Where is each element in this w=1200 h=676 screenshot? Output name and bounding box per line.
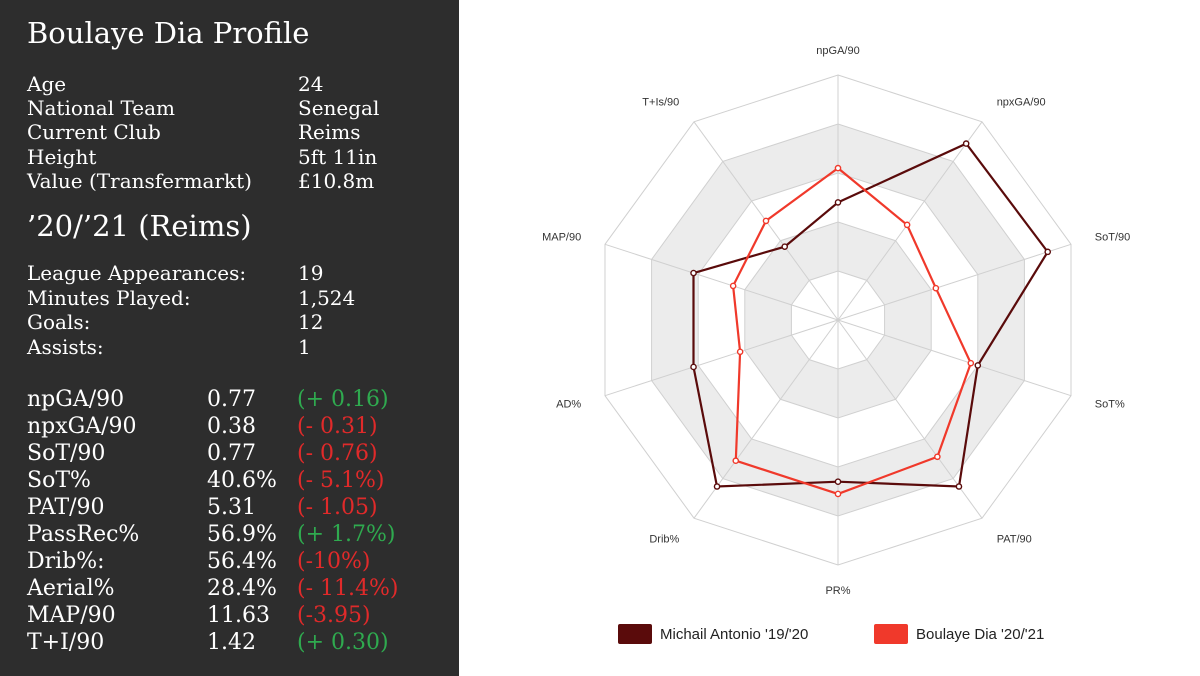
data-point: [690, 363, 697, 371]
stat-label: npxGA/90: [27, 414, 137, 439]
radar-chart: npGA/90 npxGA/90 SoT/90 SoT% PAT/90 PR% Drib% A…: [542, 45, 1130, 644]
stat-value: 28.4%: [207, 576, 277, 601]
data-point: [834, 478, 842, 486]
axis-label: MAP/90: [542, 232, 581, 244]
stat-diff: (+ 0.16): [297, 387, 389, 412]
data-point: [834, 199, 842, 206]
profile-title: Boulaye Dia Profile: [27, 16, 310, 50]
stat-diff: (- 1.05): [297, 495, 378, 520]
axis-label: Drib%: [649, 533, 679, 545]
info-label: Height: [27, 145, 97, 169]
data-point: [962, 140, 970, 147]
axis-label: SoT%: [1095, 398, 1125, 410]
stat-label: SoT%: [27, 468, 91, 493]
data-point: [736, 348, 744, 356]
legend-swatch: [618, 624, 652, 644]
stat-label: Drib%:: [27, 549, 105, 574]
data-point: [974, 362, 982, 369]
axis-label: AD%: [556, 398, 581, 410]
data-point: [934, 453, 941, 461]
legend-swatch: [874, 624, 908, 644]
stat-value: 5.31: [207, 495, 256, 520]
stat-value: 0.77: [207, 441, 256, 466]
data-point: [690, 269, 697, 277]
season-label: Minutes Played:: [27, 286, 191, 310]
info-label: Age: [27, 72, 67, 96]
stat-diff: (- 5.1%): [297, 468, 385, 493]
stat-value: 1.42: [207, 630, 256, 655]
info-label: National Team: [27, 96, 175, 120]
season-label: League Appearances:: [27, 261, 247, 285]
stat-diff: (- 11.4%): [297, 576, 399, 601]
info-value: Reims: [298, 120, 361, 144]
data-point: [903, 221, 911, 229]
stat-value: 40.6%: [207, 468, 277, 493]
season-label: Assists:: [27, 335, 104, 359]
data-point: [955, 483, 963, 490]
stat-value: 0.38: [207, 414, 256, 439]
grid-spoke: [837, 121, 983, 321]
stat-label: Aerial%: [27, 576, 115, 601]
stat-value: 11.63: [207, 603, 270, 628]
stat-label: T+I/90: [27, 630, 105, 655]
legend-label: Michail Antonio '19/'20: [660, 626, 808, 643]
stat-value: 0.77: [207, 387, 256, 412]
stat-value: 56.4%: [207, 549, 277, 574]
data-point: [834, 164, 842, 172]
info-label: Current Club: [27, 120, 161, 144]
legend-label: Boulaye Dia '20/'21: [916, 626, 1044, 643]
data-point: [762, 217, 770, 225]
axis-label: npxGA/90: [997, 97, 1046, 109]
info-value: £10.8m: [298, 169, 375, 193]
data-point: [713, 483, 721, 490]
axis-label: SoT/90: [1095, 232, 1130, 244]
axis-label: npGA/90: [816, 45, 859, 57]
data-point: [781, 243, 789, 250]
data-point: [967, 359, 975, 367]
season-label: Goals:: [27, 310, 91, 334]
info-label: Value (Transfermarkt): [27, 169, 252, 193]
season-value: 12: [298, 310, 324, 334]
stat-diff: (- 0.31): [297, 414, 378, 439]
season-value: 19: [298, 261, 324, 285]
stat-diff: (+ 1.7%): [297, 522, 396, 547]
stat-label: MAP/90: [27, 603, 116, 628]
data-point: [932, 284, 940, 292]
data-point: [729, 282, 737, 290]
stat-diff: (-10%): [297, 549, 371, 574]
info-value: 24: [298, 72, 324, 96]
data-point: [1044, 248, 1052, 256]
season-value: 1,524: [298, 286, 356, 310]
axis-label: T+Is/90: [642, 97, 679, 109]
axis-label: PR%: [825, 585, 850, 597]
profile-panel: Boulaye Dia Profile Age 24 National Team…: [0, 0, 459, 676]
grid-spoke: [837, 319, 1072, 397]
stat-diff: (+ 0.30): [297, 630, 389, 655]
axis-label: PAT/90: [997, 533, 1032, 545]
info-value: Senegal: [298, 96, 380, 120]
stat-value: 56.9%: [207, 522, 277, 547]
grid-spoke: [837, 243, 1072, 321]
grid-spoke: [604, 243, 839, 321]
stat-label: PassRec%: [27, 522, 140, 547]
data-point: [834, 490, 842, 498]
data-point: [732, 457, 740, 465]
info-value: 5ft 11in: [298, 145, 378, 169]
stat-label: npGA/90: [27, 387, 125, 412]
stat-label: SoT/90: [27, 441, 106, 466]
stat-diff: (-3.95): [297, 603, 371, 628]
season-value: 1: [298, 335, 311, 359]
grid-spoke: [604, 319, 839, 397]
stat-label: PAT/90: [27, 495, 105, 520]
season-title: ’20/’21 (Reims): [27, 209, 252, 243]
stat-diff: (- 0.76): [297, 441, 378, 466]
